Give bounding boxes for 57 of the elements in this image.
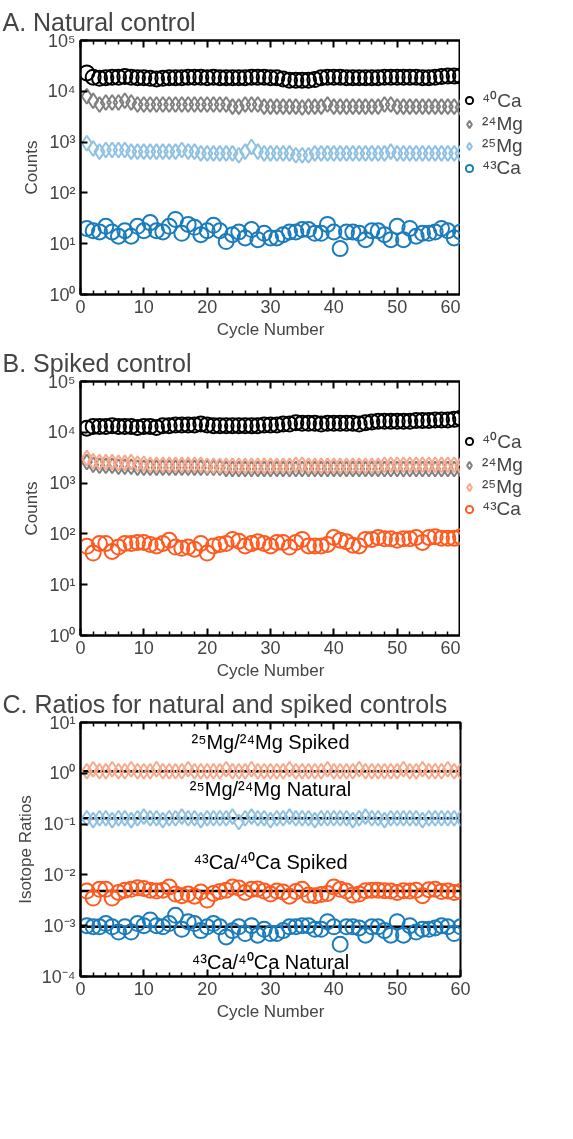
y-axis-title: Isotope Ratios <box>15 795 35 904</box>
x-tick-label: 30 <box>260 296 281 317</box>
x-tick-label: 60 <box>440 296 461 317</box>
legend-label: ⁴³Ca <box>482 498 521 521</box>
y-tick-label: 10¹ <box>49 574 76 595</box>
x-tick-label: 30 <box>260 978 281 999</box>
legend-label: ²⁴Mg <box>482 454 523 477</box>
y-axis-title: Counts <box>21 140 41 195</box>
x-tick-label: 40 <box>323 296 344 317</box>
y-tick-label: 10¹ <box>49 233 76 254</box>
x-tick-label: 0 <box>75 978 86 999</box>
x-tick-label: 50 <box>387 978 408 999</box>
y-tick-label: 10³ <box>49 473 76 494</box>
x-tick-label: 30 <box>260 637 281 658</box>
ref-line-label: ⁴³Ca/⁴⁰Ca Spiked <box>193 851 348 874</box>
legend-label: ²⁵Mg <box>482 135 523 158</box>
legend-label: ²⁵Mg <box>482 476 523 499</box>
y-tick-label: 10⁰ <box>49 763 76 784</box>
x-tick-label: 20 <box>197 637 218 658</box>
x-tick-label: 40 <box>323 978 344 999</box>
x-tick-label: 20 <box>197 978 218 999</box>
x-tick-label: 0 <box>75 637 86 658</box>
y-tick-label: 10² <box>49 182 76 203</box>
x-tick-label: 20 <box>197 296 218 317</box>
legend-label: ⁴⁰Ca <box>482 430 522 455</box>
y-tick-label: 10⁻¹ <box>43 814 76 835</box>
y-tick-label: 10⁵ <box>48 30 76 51</box>
y-tick-label: 10² <box>49 523 76 544</box>
legend-label: ⁴⁰Ca <box>482 89 522 114</box>
x-tick-label: 0 <box>75 296 86 317</box>
x-tick-label: 50 <box>387 296 408 317</box>
y-axis-title: Counts <box>21 481 41 536</box>
y-tick-label: 10⁴ <box>47 422 76 443</box>
y-tick-label: 10⁻² <box>43 864 76 885</box>
y-tick-label: 10⁴ <box>47 81 76 102</box>
legend-label: ²⁵Mg/²⁴Mg Spiked <box>191 731 350 754</box>
x-tick-label: 10 <box>133 637 154 658</box>
y-tick-label: 10⁰ <box>49 625 76 646</box>
ref-line-label: ⁴³Ca/⁴⁰Ca Natural <box>191 950 350 973</box>
y-tick-label: 10¹ <box>49 712 76 733</box>
y-tick-label: 10⁻³ <box>43 915 76 936</box>
x-axis-title: Cycle Number <box>216 660 325 680</box>
legend-label: ⁴³Ca <box>482 157 521 180</box>
ref-line-label: ²⁵Mg/²⁴Mg Natural <box>189 778 352 801</box>
x-axis-title: Cycle Number <box>216 319 325 339</box>
x-tick-label: 50 <box>387 637 408 658</box>
x-axis-title: Cycle Number <box>216 1001 325 1021</box>
x-tick-label: 60 <box>450 978 471 999</box>
x-tick-label: 10 <box>133 978 154 999</box>
y-tick-label: 10⁻⁴ <box>41 966 76 987</box>
y-tick-label: 10³ <box>49 132 76 153</box>
x-tick-label: 10 <box>133 296 154 317</box>
x-tick-label: 60 <box>440 637 461 658</box>
legend-label: ²⁴Mg <box>482 113 523 136</box>
chart-title: B. Spiked control <box>2 348 192 377</box>
x-tick-label: 40 <box>323 637 344 658</box>
y-tick-label: 10⁰ <box>49 284 76 305</box>
